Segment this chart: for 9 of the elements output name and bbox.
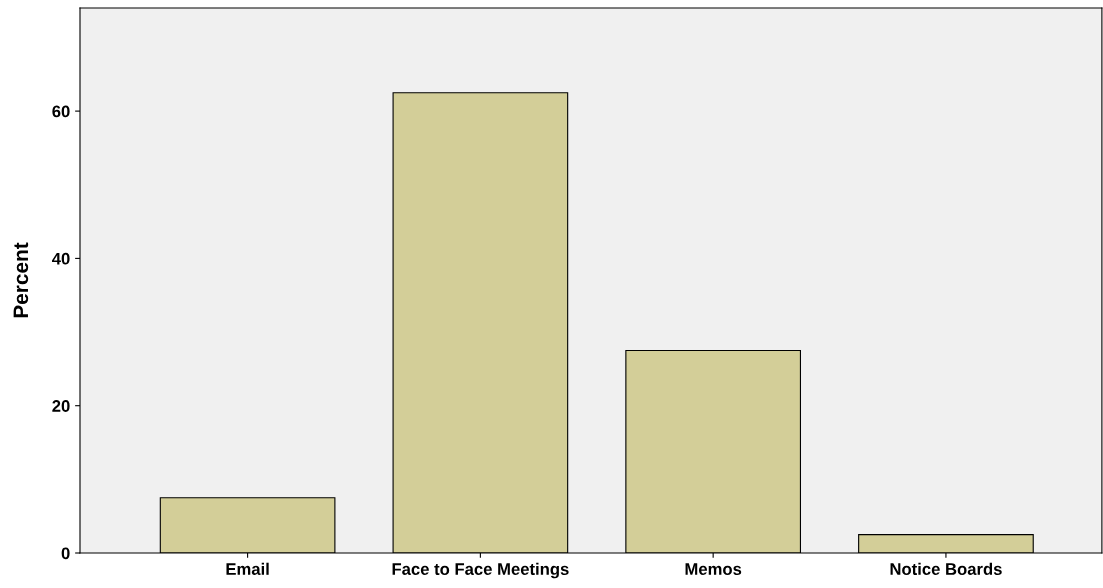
x-tick-label: Face to Face Meetings <box>392 562 569 579</box>
y-tick-label: 20 <box>52 400 70 412</box>
y-tick-label: 60 <box>52 105 70 118</box>
y-tick-label: 0 <box>61 547 70 560</box>
x-tick-label: Notice Boards <box>890 562 1002 575</box>
x-tick-label: Email <box>226 562 269 575</box>
y-tick-label: 40 <box>51 252 70 265</box>
x-tick-label: Memos <box>685 563 742 575</box>
y-axis-title: Percent <box>13 242 29 318</box>
